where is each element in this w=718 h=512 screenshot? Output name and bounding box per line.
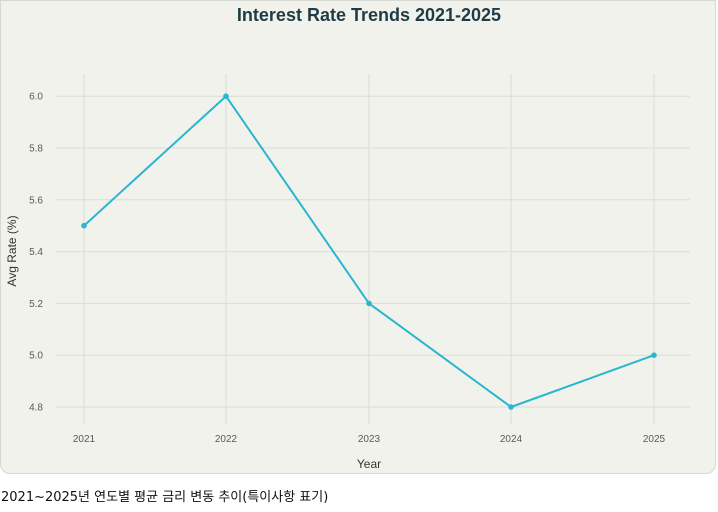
data-point (366, 300, 372, 307)
line-chart: Interest Rate Trends 2021-2025 4.8 5.0 5.2… (5, 5, 690, 471)
x-axis-label: Year (357, 457, 381, 471)
data-point (223, 93, 229, 99)
x-tick-label: 2022 (215, 434, 238, 445)
y-tick-label: 5.8 (29, 144, 43, 155)
y-axis-label: Avg Rate (%) (5, 215, 19, 286)
series-layer (81, 93, 657, 410)
x-axis-ticks: 2021 2022 2023 2024 2025 (73, 434, 666, 445)
y-axis-ticks: 4.8 5.0 5.2 5.4 5.6 5.8 6.0 (29, 92, 43, 414)
data-point (81, 222, 87, 229)
y-tick-label: 6.0 (29, 92, 43, 103)
x-tick-label: 2023 (358, 434, 381, 445)
x-tick-label: 2025 (643, 434, 666, 445)
data-point (651, 352, 657, 359)
grid (56, 74, 690, 424)
y-tick-label: 5.6 (29, 195, 43, 206)
x-tick-label: 2024 (500, 434, 523, 445)
chart-card (0, 0, 716, 474)
chart-caption: 2021~2025년 연도별 평균 금리 변동 추이(특이사항 표기) (1, 490, 329, 505)
chart-title: Interest Rate Trends 2021-2025 (237, 5, 501, 25)
y-tick-label: 5.0 (29, 351, 43, 362)
x-tick-label: 2021 (73, 434, 96, 445)
y-tick-label: 4.8 (29, 403, 43, 414)
y-tick-label: 5.4 (29, 247, 43, 258)
data-point (508, 404, 514, 410)
y-tick-label: 5.2 (29, 299, 43, 310)
